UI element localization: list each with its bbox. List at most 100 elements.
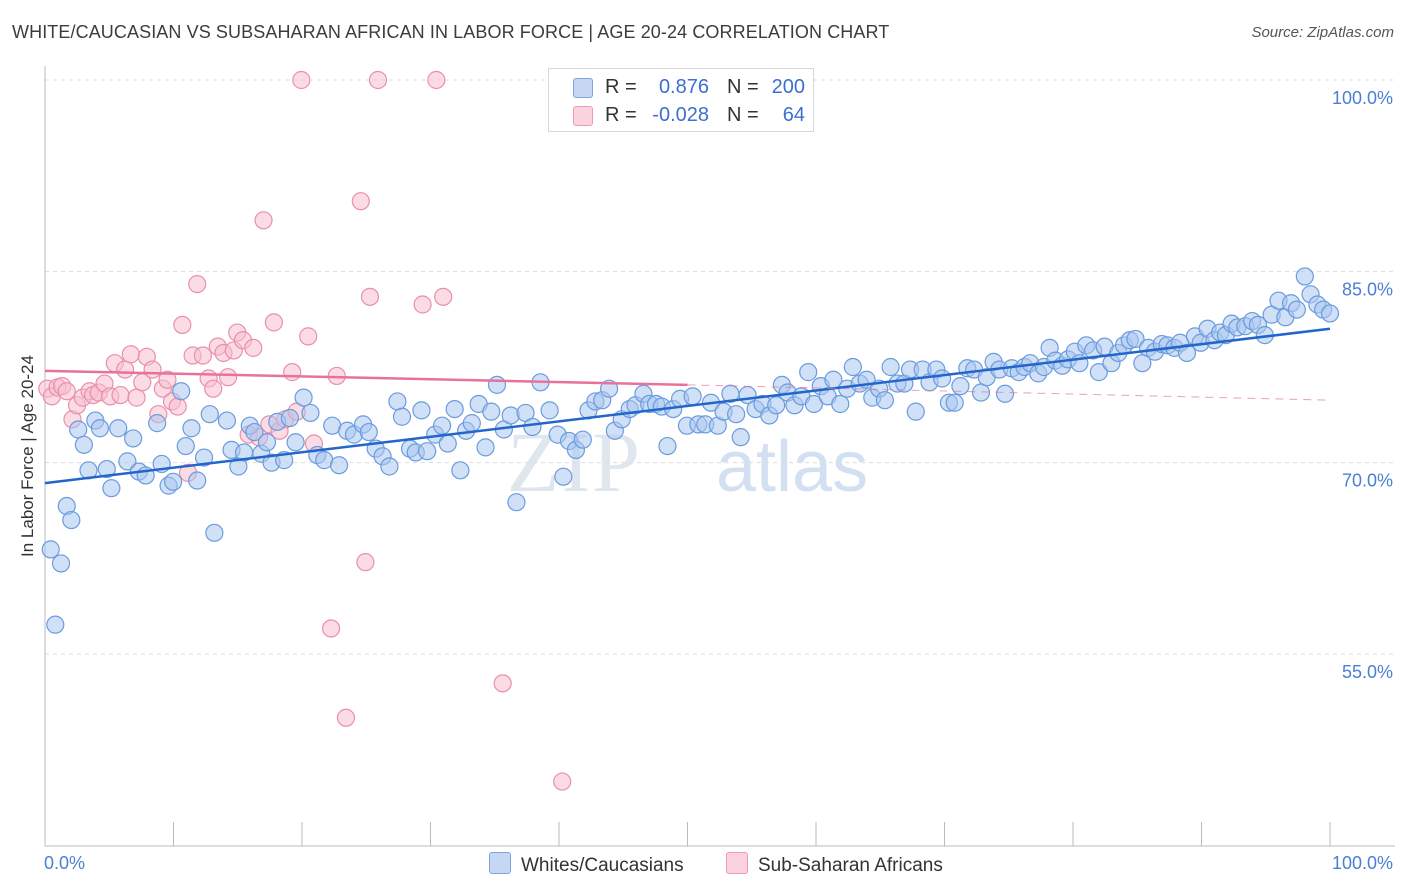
sub-saharan-point — [351, 192, 370, 211]
sub-saharan-point — [127, 388, 146, 407]
sub-saharan-point — [143, 360, 162, 379]
whites-point — [74, 435, 94, 454]
axes — [44, 66, 1395, 847]
legend-row-sub-saharan: R = -0.028 N = 64 — [549, 101, 813, 129]
legend-row-whites: R = 0.876 N = 200 — [549, 73, 813, 101]
x-tick-label-min: 0.0% — [44, 853, 85, 873]
legend-n-label: N = — [727, 76, 759, 98]
whites-point — [432, 416, 452, 435]
legend-label-whites: Whites/Caucasians — [521, 855, 684, 876]
whites-point — [217, 411, 237, 430]
sub-saharan-point — [321, 619, 341, 638]
whites-point — [1295, 267, 1314, 286]
x-tick-label-max: 100.0% — [1332, 853, 1393, 873]
sub-saharan-point — [254, 211, 273, 230]
sub-saharan-point — [356, 553, 375, 572]
legend-item-sub-saharan[interactable]: Sub-Saharan Africans — [726, 852, 943, 877]
whites-point — [501, 406, 520, 425]
whites-point — [412, 401, 431, 420]
legend-swatch-sub-saharan — [573, 106, 593, 126]
whites-point — [799, 363, 818, 382]
legend-swatch-whites — [573, 78, 593, 98]
legend-r-value: 0.876 — [658, 76, 709, 98]
legend-swatch-whites — [489, 852, 511, 874]
whites-point — [90, 419, 110, 438]
whites-point — [109, 419, 128, 438]
sub-saharan-point — [193, 346, 213, 365]
whites-point — [46, 615, 65, 634]
trend-lines — [44, 327, 1331, 485]
gridlines — [45, 79, 1395, 655]
sub-saharan-point — [188, 274, 207, 294]
series-whites-points — [41, 267, 1340, 634]
whites-point — [329, 456, 349, 475]
legend-r-label: R = — [605, 76, 637, 98]
whites-point — [182, 419, 201, 438]
whites-point — [1089, 363, 1108, 382]
whites-point — [359, 422, 378, 442]
source-label: Source: ZipAtlas.com — [1251, 24, 1394, 41]
whites-point — [51, 554, 71, 573]
whites-point — [188, 471, 207, 490]
whites-point — [451, 461, 470, 480]
sub-saharan-point — [368, 70, 388, 90]
whites-point — [301, 403, 320, 423]
legend-r-value: -0.028 — [652, 104, 709, 126]
sub-saharan-point — [413, 295, 432, 314]
sub-saharan-point — [553, 772, 572, 791]
whites-point — [971, 383, 991, 402]
whites-point — [69, 420, 88, 439]
whites-point — [194, 448, 214, 467]
trend-line-sub-saharan — [44, 369, 688, 387]
whites-point — [392, 407, 412, 426]
sub-saharan-point — [168, 397, 187, 416]
sub-saharan-point — [121, 345, 140, 364]
whites-point — [118, 452, 137, 471]
whites-point — [554, 467, 573, 486]
sub-saharan-point — [173, 315, 192, 335]
sub-saharan-point — [427, 70, 446, 90]
whites-point — [388, 392, 407, 411]
whites-point — [573, 430, 592, 449]
whites-point — [176, 436, 195, 456]
sub-saharan-point — [204, 379, 223, 398]
sub-saharan-point — [493, 674, 512, 693]
sub-saharan-point — [218, 368, 238, 387]
whites-point — [418, 442, 437, 461]
whites-point — [172, 382, 191, 401]
sub-saharan-point — [434, 287, 453, 306]
whites-point — [727, 405, 746, 424]
whites-point — [731, 428, 750, 447]
whites-point — [462, 414, 481, 433]
whites-point — [767, 396, 786, 415]
sub-saharan-point — [283, 363, 302, 382]
whites-point — [1177, 343, 1197, 363]
sub-saharan-point — [244, 338, 263, 357]
whites-point — [445, 399, 464, 419]
whites-point — [881, 357, 900, 377]
whites-point — [487, 375, 507, 394]
legend-n-label: N = — [727, 104, 759, 126]
whites-point — [523, 417, 542, 437]
whites-point — [205, 523, 224, 542]
whites-point — [97, 459, 116, 479]
whites-point — [1320, 304, 1340, 323]
y-tick-label: 100.0% — [1332, 88, 1393, 108]
sub-saharan-point — [299, 327, 318, 346]
whites-point — [200, 405, 219, 424]
whites-point — [41, 540, 60, 559]
whites-point — [507, 493, 526, 512]
sub-saharan-point — [111, 385, 130, 405]
whites-point — [257, 433, 277, 452]
whites-point — [280, 408, 299, 428]
legend-swatch-sub-saharan — [726, 852, 748, 874]
sub-saharan-point — [360, 287, 380, 306]
y-tick-label: 70.0% — [1342, 471, 1393, 491]
legend-label-sub-saharan: Sub-Saharan Africans — [758, 855, 943, 876]
whites-point — [294, 388, 313, 407]
sub-saharan-point — [292, 70, 311, 90]
whites-point — [286, 433, 305, 452]
whites-point — [875, 391, 894, 410]
legend-item-whites[interactable]: Whites/Caucasians — [489, 852, 684, 877]
